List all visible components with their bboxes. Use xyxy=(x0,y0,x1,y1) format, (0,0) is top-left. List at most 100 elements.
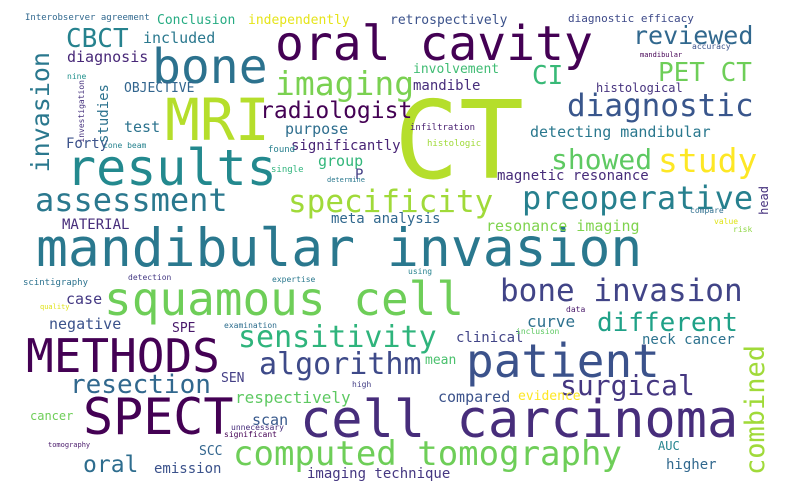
word-data: data xyxy=(566,305,586,314)
word-computed-tomography: computed tomography xyxy=(233,434,622,474)
word-included: included xyxy=(143,29,216,47)
word-evidence: evidence xyxy=(518,389,581,404)
word-negative: negative xyxy=(49,315,122,333)
word-pet-ct: PET CT xyxy=(658,58,752,88)
word-risk: risk xyxy=(733,225,753,234)
word-purpose: purpose xyxy=(285,120,349,138)
word-scan: scan xyxy=(252,411,289,429)
word-study: study xyxy=(658,141,758,180)
word-neck-cancer: neck cancer xyxy=(642,332,735,348)
word-cancer: cancer xyxy=(30,409,74,423)
word-reviewed: reviewed xyxy=(633,21,754,50)
word-scc: SCC xyxy=(199,444,223,459)
word-mandible: mandible xyxy=(413,78,481,94)
word-algorithm: algorithm xyxy=(259,347,422,382)
word-case: case xyxy=(66,290,103,308)
word-bone-invasion: bone invasion xyxy=(500,273,743,309)
word-assessment: assessment xyxy=(35,181,228,219)
word-combined: combined xyxy=(740,345,771,476)
word-diagnostic: diagnostic xyxy=(567,88,754,124)
word-diagnostic-efficacy: diagnostic efficacy xyxy=(568,12,694,25)
word-ct: CT xyxy=(394,79,525,204)
word-examination: examination xyxy=(224,321,277,330)
word-histologic: histologic xyxy=(427,139,482,149)
word-methods: METHODS xyxy=(26,329,220,383)
word-different: different xyxy=(597,308,738,338)
word-detecting-mandibular: detecting mandibular xyxy=(530,123,711,141)
word-radiologist: radiologist xyxy=(260,98,413,124)
word-interobserver-agreement: Interobserver agreement xyxy=(25,13,150,23)
word-curve: curve xyxy=(527,312,576,331)
word-conclusion: Conclusion xyxy=(157,13,236,28)
word-group: group xyxy=(318,152,364,170)
word-cone-beam: cone beam xyxy=(103,141,147,150)
word-specificity: specificity xyxy=(288,184,494,220)
word-showed: showed xyxy=(551,143,653,176)
word-oral-cavity: oral cavity xyxy=(275,16,593,72)
word-spe: SPE xyxy=(172,321,196,336)
word-accuracy: accuracy xyxy=(692,42,731,51)
word-ci: CI xyxy=(532,61,564,91)
word-investigation: investigation xyxy=(77,80,86,143)
word-resonance-imaging: resonance imaging xyxy=(486,217,640,235)
word-high: high xyxy=(352,380,372,389)
word-respectively: respectively xyxy=(235,388,351,407)
word-head: head xyxy=(757,186,771,215)
word-spect: SPECT xyxy=(83,388,234,446)
word-patient: patient xyxy=(466,334,660,388)
word-resection: resection xyxy=(70,370,211,400)
word-tomography: tomography xyxy=(48,441,91,449)
word-compare: compare xyxy=(690,206,724,215)
word-test: test xyxy=(124,118,161,136)
word-histological: histological xyxy=(596,81,683,95)
word-detection: detection xyxy=(128,273,172,282)
word-inclusion: inclusion xyxy=(516,327,560,336)
word-preoperative: preoperative xyxy=(522,179,754,217)
word-meta-analysis: meta analysis xyxy=(331,211,441,227)
word-forty: Forty xyxy=(66,136,109,152)
word-single: single xyxy=(271,165,304,175)
word-retrospectively: retrospectively xyxy=(390,13,508,28)
word-objective: OBJECTIVE xyxy=(124,81,195,96)
word-squamous-cell: squamous cell xyxy=(104,272,465,326)
word-cell-carcinoma: cell carcinoma xyxy=(300,390,739,450)
word-nine: nine xyxy=(67,72,87,81)
word-surgical: surgical xyxy=(560,369,695,402)
word-p: P xyxy=(355,167,364,183)
word-cbct: CBCT xyxy=(66,24,129,54)
word-infiltration: infiltration xyxy=(410,123,476,133)
word-scintigraphy: scintigraphy xyxy=(23,278,89,288)
word-studies: studies xyxy=(96,84,112,144)
word-mandibular-invasion: mandibular invasion xyxy=(36,218,643,279)
word-oral: oral xyxy=(83,452,139,478)
word-value: value xyxy=(714,217,739,226)
word-higher: higher xyxy=(666,457,717,473)
word-results: results xyxy=(66,139,277,197)
word-significantly: significantly xyxy=(291,138,401,154)
word-auc: AUC xyxy=(658,439,680,453)
word-magnetic-resonance: magnetic resonance xyxy=(497,168,649,184)
word-expertise: expertise xyxy=(272,275,316,284)
word-quality: quality xyxy=(40,303,70,311)
word-sensitivity: sensitivity xyxy=(238,320,437,355)
word-imaging-technique: imaging technique xyxy=(307,466,451,482)
word-mean: mean xyxy=(425,353,457,368)
word-using: using xyxy=(408,267,433,276)
word-involvement: involvement xyxy=(413,62,500,77)
word-compared: compared xyxy=(438,388,511,406)
word-found: found xyxy=(268,145,296,155)
word-invasion: invasion xyxy=(26,52,55,173)
word-bone: bone xyxy=(152,39,268,95)
word-mri: MRI xyxy=(165,86,270,154)
word-significant: significant xyxy=(224,430,277,439)
word-imaging: imaging xyxy=(275,64,415,103)
word-independently: independently xyxy=(248,13,350,28)
word-determine: determine xyxy=(327,176,365,184)
word-mandibular-small: mandibular xyxy=(640,51,683,59)
word-emission: emission xyxy=(154,461,222,477)
word-sen: SEN xyxy=(221,371,245,386)
word-diagnosis: diagnosis xyxy=(67,48,149,66)
word-unnecessary: unnecessary xyxy=(231,423,284,432)
word-clinical: clinical xyxy=(456,330,524,346)
